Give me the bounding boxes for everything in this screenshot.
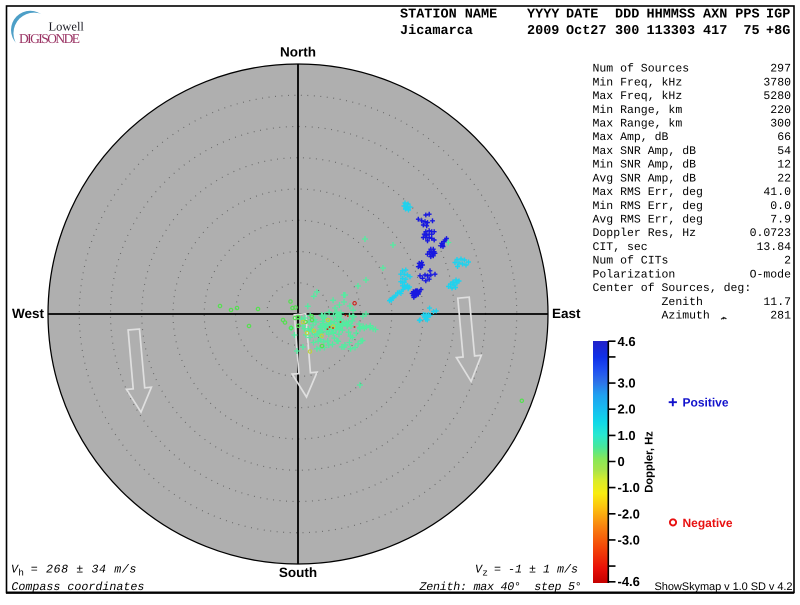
svg-text:4.6: 4.6	[618, 334, 636, 349]
svg-text:V: V	[11, 563, 19, 577]
svg-text:Compass coordinates: Compass coordinates	[11, 580, 144, 594]
svg-text:Num of Sources: Num of Sources	[593, 63, 690, 76]
svg-text:66: 66	[777, 131, 791, 144]
svg-text:-1.0: -1.0	[618, 480, 640, 495]
svg-text:IGP: IGP	[766, 8, 790, 23]
svg-text:DATE: DATE	[566, 8, 598, 23]
svg-text:Max Range, km: Max Range, km	[593, 118, 683, 131]
svg-text:Num of CITs: Num of CITs	[593, 255, 669, 268]
svg-text:South: South	[279, 565, 317, 580]
svg-text:Oct27: Oct27	[566, 24, 607, 39]
svg-text:41.0: 41.0	[763, 186, 791, 199]
svg-text:Min RMS Err, deg: Min RMS Err, deg	[593, 200, 703, 213]
svg-text:Doppler, Hz: Doppler, Hz	[644, 431, 656, 493]
svg-text:-3.0: -3.0	[618, 532, 640, 547]
svg-text:5280: 5280	[763, 90, 791, 103]
svg-text:Zenith: max 40° step 5°: Zenith: max 40° step 5°	[419, 580, 582, 594]
svg-text:297: 297	[770, 63, 791, 76]
svg-text:Center of Sources, deg:: Center of Sources, deg:	[593, 282, 752, 295]
svg-text:Max SNR Amp, dB: Max SNR Amp, dB	[593, 145, 697, 158]
svg-text:HHMMSS: HHMMSS	[647, 8, 696, 23]
svg-text:0.0: 0.0	[770, 200, 791, 213]
svg-text:2009: 2009	[527, 24, 559, 39]
svg-text:z: z	[482, 568, 488, 579]
svg-text:75: 75	[743, 24, 759, 39]
svg-text:Lowell: Lowell	[49, 20, 85, 34]
svg-text:East: East	[552, 306, 581, 321]
svg-text:Min Freq, kHz: Min Freq, kHz	[593, 76, 683, 89]
svg-text:417: 417	[703, 24, 727, 39]
svg-text:Polarization: Polarization	[593, 268, 676, 281]
svg-text:0.0723: 0.0723	[750, 227, 792, 240]
svg-text:Positive: Positive	[683, 396, 729, 410]
svg-text:CIT, sec: CIT, sec	[593, 241, 648, 254]
svg-text:22: 22	[777, 172, 791, 185]
svg-text:Max Amp, dB: Max Amp, dB	[593, 131, 669, 144]
svg-text:Max Freq, kHz: Max Freq, kHz	[593, 90, 683, 103]
svg-text:West: West	[12, 306, 45, 321]
svg-text:3780: 3780	[763, 76, 791, 89]
svg-text:ShowSkymap v 1.0 SD v 4.2: ShowSkymap v 1.0 SD v 4.2	[655, 581, 793, 593]
svg-text:300: 300	[615, 24, 639, 39]
svg-text:Zenith: Zenith	[593, 296, 703, 309]
svg-text:Doppler Res, Hz: Doppler Res, Hz	[593, 227, 697, 240]
svg-text:h: h	[18, 568, 24, 579]
svg-text:AXN: AXN	[703, 8, 727, 23]
svg-text:Azimuth: Azimuth	[593, 310, 710, 323]
svg-text:STATION NAME: STATION NAME	[400, 8, 497, 23]
svg-text:= -1 ± 1 m/s: = -1 ± 1 m/s	[494, 563, 578, 577]
svg-text:281: 281	[770, 310, 791, 323]
svg-text:North: North	[280, 45, 316, 60]
svg-text:DIGISONDE: DIGISONDE	[19, 31, 80, 46]
svg-text:220: 220	[770, 104, 791, 117]
svg-text:2.0: 2.0	[618, 402, 636, 417]
svg-text:Min Range, km: Min Range, km	[593, 104, 683, 117]
svg-text:11.7: 11.7	[763, 296, 791, 309]
svg-text:113303: 113303	[647, 24, 696, 39]
svg-text:7.9: 7.9	[770, 214, 791, 227]
svg-text:12: 12	[777, 159, 791, 172]
svg-text:3.0: 3.0	[618, 376, 636, 391]
svg-text:1.0: 1.0	[618, 428, 636, 443]
svg-text:0: 0	[618, 454, 625, 469]
svg-text:Min SNR Amp, dB: Min SNR Amp, dB	[593, 159, 697, 172]
svg-text:Avg SNR Amp, dB: Avg SNR Amp, dB	[593, 172, 697, 185]
svg-text:-2.0: -2.0	[618, 506, 640, 521]
svg-text:O-mode: O-mode	[750, 268, 792, 281]
svg-text:PPS: PPS	[735, 8, 759, 23]
svg-text:Jicamarca: Jicamarca	[400, 24, 473, 39]
svg-text:+8G: +8G	[766, 24, 790, 39]
svg-text:= 268 ± 34 m/s: = 268 ± 34 m/s	[31, 563, 137, 577]
svg-text:54: 54	[777, 145, 791, 158]
svg-text:Max RMS Err, deg: Max RMS Err, deg	[593, 186, 703, 199]
svg-text:YYYY: YYYY	[527, 8, 560, 23]
svg-text:2: 2	[784, 255, 791, 268]
svg-text:Avg RMS Err, deg: Avg RMS Err, deg	[593, 214, 703, 227]
svg-text:DDD: DDD	[615, 8, 639, 23]
svg-text:13.84: 13.84	[756, 241, 791, 254]
svg-text:V: V	[475, 563, 483, 577]
svg-text:Negative: Negative	[683, 516, 733, 530]
svg-text:-4.6: -4.6	[618, 574, 640, 589]
svg-text:300: 300	[770, 118, 791, 131]
